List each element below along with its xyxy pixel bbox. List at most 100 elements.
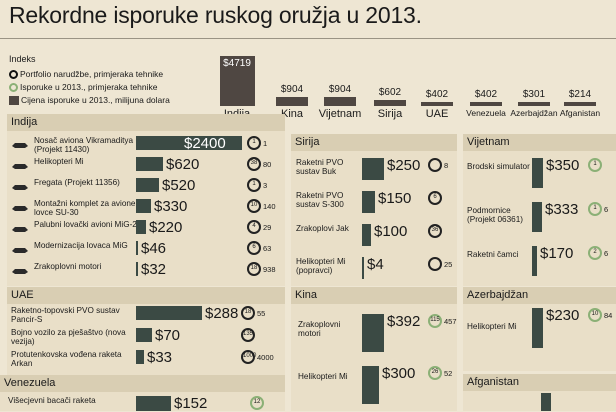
delivery-ring-icon: 1 — [247, 136, 261, 150]
overview-value: $402 — [425, 89, 449, 100]
legend-item-price: Cijena isporuke u 2013., milijuna dolara — [9, 95, 170, 105]
row-label: Palubni lovački avioni MiG-29 — [34, 220, 142, 229]
order-count: 80 — [263, 160, 272, 169]
panel-title: Afganistan — [463, 374, 616, 391]
value-bar — [136, 178, 159, 192]
delivery-ring-icon: 10 — [588, 308, 602, 322]
overview-value: $4719 — [223, 58, 251, 69]
order-count: 6 — [604, 249, 609, 258]
value-text: $152 — [174, 395, 208, 412]
row-label: Protutenkovska vođena raketa Arkan — [11, 350, 122, 368]
delivery-ring-icon: 18 — [241, 306, 255, 320]
overview-bar — [276, 97, 308, 106]
equipment-icon — [11, 263, 29, 274]
delivery-ring-icon: 1 — [588, 158, 602, 172]
delivery-ring-icon — [428, 257, 442, 271]
delivery-ring-icon: 12 — [250, 396, 264, 410]
value-bar — [362, 224, 371, 246]
overview-country: Venezuela — [466, 108, 506, 118]
panel-title: Kina — [291, 287, 457, 304]
row-label: Podmornice (Projekt 06361) — [467, 206, 523, 224]
value-bar — [532, 202, 542, 232]
value-text: $250 — [387, 157, 421, 174]
value-text: $620 — [166, 156, 200, 173]
overview-country: UAE — [425, 108, 449, 120]
order-count: 52 — [444, 369, 453, 378]
delivery-ring-icon — [428, 158, 442, 172]
delivery-ring-icon: 18 — [247, 262, 261, 276]
delivery-ring-icon: 1 — [588, 202, 602, 216]
value-text: $2400 — [184, 135, 226, 152]
legend-item-orders: Portfolio narudžbe, primjeraka tehnike — [9, 69, 163, 79]
panel-title: Azerbajdžan — [463, 287, 616, 304]
overview-country: Vijetnam — [318, 108, 362, 120]
delivery-ring-icon: 36 — [428, 224, 442, 238]
delivery-ring-icon: 135 — [241, 328, 255, 342]
panel-venezuela: Venezuela — [0, 375, 285, 411]
delivery-ring-icon: 6 — [247, 241, 261, 255]
delivery-ring-icon: 6 — [428, 191, 442, 205]
ring-icon — [9, 69, 18, 79]
row-label: Fregata (Projekt 11356) — [34, 178, 120, 187]
value-text: $170 — [540, 245, 574, 262]
value-text: $4 — [367, 256, 384, 273]
overview-country: Sirija — [377, 108, 403, 120]
value-bar — [532, 246, 537, 276]
overview-value: $602 — [378, 87, 402, 98]
value-bar — [532, 308, 543, 348]
delivery-ring-icon: 4 — [247, 220, 261, 234]
value-bar — [362, 158, 384, 180]
afghanistan-bar — [541, 393, 551, 411]
row-label: Raketno-topovski PVO sustav Pancir-S — [11, 306, 120, 324]
value-bar — [362, 257, 364, 279]
value-bar — [136, 262, 138, 276]
value-bar — [136, 350, 144, 364]
row-label: Nosač aviona Vikramaditya (Projekt 11430… — [34, 136, 134, 154]
order-count: 55 — [257, 309, 266, 318]
row-label: Zrakoplovni motori — [34, 262, 102, 271]
delivery-ring-icon: 26 — [428, 366, 442, 380]
panel-title: Indija — [7, 114, 285, 131]
equipment-icon — [11, 200, 29, 211]
value-bar — [136, 136, 242, 150]
row-label: Modernizacija lovaca MiG — [34, 241, 128, 250]
value-text: $520 — [162, 177, 196, 194]
value-text: $70 — [155, 327, 181, 344]
value-text: $392 — [387, 313, 421, 330]
row-label: Helikopteri Mi — [467, 322, 517, 331]
overview-country: Afganistan — [559, 108, 601, 118]
delivery-ring-icon: 38 — [247, 157, 261, 171]
value-text: $100 — [374, 223, 408, 240]
value-text: $33 — [147, 349, 173, 366]
overview-bar — [324, 97, 356, 106]
value-bar — [136, 241, 138, 255]
value-text: $32 — [141, 261, 167, 278]
equipment-icon — [11, 137, 29, 148]
overview-value: $904 — [280, 84, 304, 95]
row-label: Višecjevni bacači raketa — [8, 396, 96, 405]
panel-title: UAE — [7, 287, 285, 304]
value-bar — [136, 328, 152, 342]
row-label: Zrakoplovi Jak — [296, 224, 349, 233]
value-bar — [362, 314, 384, 352]
value-bar — [362, 366, 379, 404]
value-text: $333 — [545, 201, 579, 218]
overview-value: $214 — [568, 89, 592, 100]
row-label: Zrakoplovni motori — [298, 320, 341, 338]
order-count: 29 — [263, 223, 272, 232]
row-label: Montažni komplet za avione lovce SU-30 — [34, 199, 136, 217]
value-bar — [136, 199, 151, 213]
value-bar — [136, 220, 146, 234]
overview-bar — [219, 56, 255, 106]
order-count: 3 — [263, 181, 268, 190]
value-text: $350 — [546, 157, 580, 174]
row-label: Raketni čamci — [467, 250, 519, 259]
overview-bar — [421, 102, 453, 106]
equipment-icon — [11, 242, 29, 253]
row-label: Helikopteri Mi — [298, 372, 348, 381]
overview-bar — [564, 102, 596, 106]
equipment-icon — [11, 158, 29, 169]
overview-bar — [374, 100, 406, 106]
row-label: Raketni PVO sustav S-300 — [296, 191, 344, 209]
value-text: $300 — [382, 365, 416, 382]
